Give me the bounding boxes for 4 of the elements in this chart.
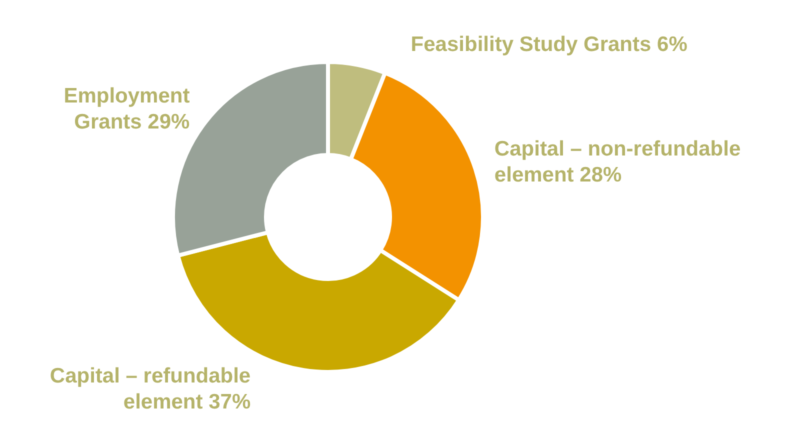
slice-label: Feasibility Study Grants 6% <box>410 32 688 56</box>
slice-label: Capital – non-refundable element 28% <box>494 138 741 187</box>
slice-label: Capital – refundable element 37% <box>50 364 251 414</box>
slice-label: Employment Grants 29% <box>64 84 190 134</box>
